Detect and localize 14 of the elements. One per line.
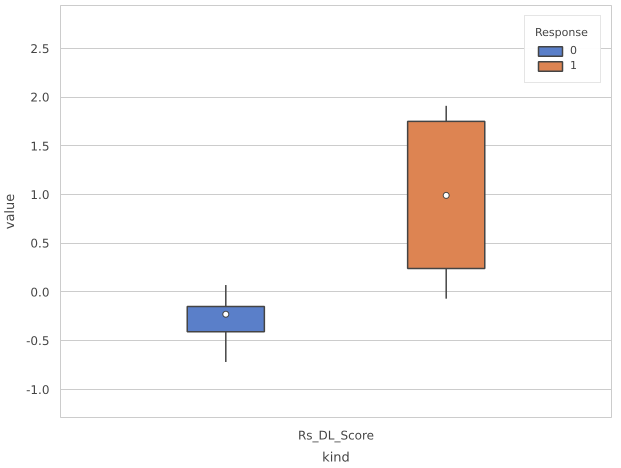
x-tick-label: Rs_DL_Score — [298, 428, 374, 442]
x-axis-title: kind — [322, 450, 350, 466]
y-tick-label: 2.5 — [30, 42, 50, 56]
legend-title: Response — [535, 26, 589, 39]
y-tick-label: 0.5 — [30, 236, 50, 251]
y-tick-label: 1.5 — [30, 139, 50, 154]
y-tick-label: -1.0 — [26, 382, 50, 397]
y-tick-label: -0.5 — [26, 334, 50, 348]
y-tick-label: 1.0 — [30, 188, 50, 202]
y-tick-label: 0.0 — [30, 285, 50, 300]
y-axis-title: value — [3, 194, 18, 230]
legend-label: 0 — [570, 44, 578, 57]
y-tick-label: 2.0 — [30, 90, 50, 105]
legend-label: 1 — [570, 59, 578, 72]
